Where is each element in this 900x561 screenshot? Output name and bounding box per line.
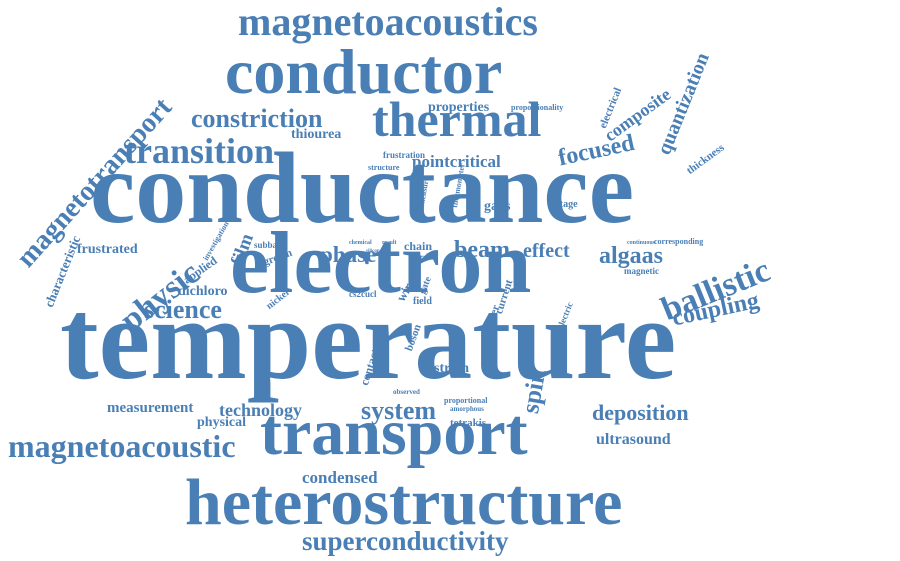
word-condensed: condensed bbox=[302, 468, 378, 487]
word-amorphous: amorphous bbox=[450, 405, 484, 413]
word-deposition: deposition bbox=[592, 400, 689, 425]
word-silicon: silicon bbox=[366, 249, 380, 254]
word-result: result bbox=[382, 240, 397, 246]
word-thiourea: thiourea bbox=[291, 127, 342, 142]
word-continuous: continuous bbox=[627, 240, 656, 246]
word-structure: structure bbox=[368, 163, 400, 172]
word-frustration: frustration bbox=[383, 150, 425, 160]
word-constriction: constriction bbox=[191, 104, 323, 133]
word-phase: phase bbox=[320, 242, 377, 267]
word-magnetoacoustics: magnetoacoustics bbox=[238, 0, 538, 44]
word-dichloro: dichloro bbox=[178, 284, 228, 299]
word-spin: spin bbox=[517, 367, 552, 416]
word-temperature: temperature bbox=[60, 276, 677, 404]
word-tetrakis: tetrakis bbox=[450, 417, 487, 429]
word-thermal: thermal bbox=[372, 91, 542, 147]
word-chemical: chemical bbox=[349, 240, 372, 246]
word-chain: chain bbox=[404, 239, 433, 253]
word-magnetoacoustic: magnetoacoustic bbox=[8, 428, 236, 464]
word-magnetic: magnetic bbox=[624, 266, 659, 276]
word-effect: effect bbox=[523, 240, 570, 262]
word-heterostructure: heterostructure bbox=[185, 466, 623, 539]
word-corresponding: corresponding bbox=[654, 237, 704, 246]
word-algaas: algaas bbox=[599, 243, 664, 269]
word-voltage: voltage bbox=[547, 199, 578, 210]
word-pointcritical: pointcritical bbox=[412, 152, 501, 171]
word-gaas: gaas bbox=[484, 199, 511, 214]
word-strain: strain bbox=[434, 361, 469, 376]
word-science: science bbox=[144, 295, 222, 324]
word-transition: transition bbox=[124, 131, 275, 171]
word-thickness: thickness bbox=[684, 141, 727, 177]
word-field: field bbox=[413, 296, 432, 307]
word-transport: transport bbox=[260, 396, 528, 469]
word-electron: electron bbox=[230, 215, 532, 312]
word-frustrated: frustrated bbox=[77, 242, 138, 257]
word-properties: properties bbox=[428, 100, 490, 115]
word-hard: hard bbox=[410, 252, 429, 262]
word-proportionality: proportionality bbox=[511, 103, 564, 112]
word-subband: subband bbox=[254, 240, 288, 250]
word-ultrasound: ultrasound bbox=[596, 431, 671, 448]
word-cs2cucl: cs2cucl bbox=[349, 289, 377, 299]
word-observed: observed bbox=[393, 388, 420, 396]
word-conductance: conductance bbox=[90, 132, 634, 245]
word-system: system bbox=[361, 396, 437, 425]
word-superconductivity: superconductivity bbox=[302, 526, 509, 556]
word-technology: technology bbox=[219, 400, 302, 420]
word-conductor: conductor bbox=[225, 36, 503, 107]
word-measurement: measurement bbox=[107, 400, 194, 416]
word-physical: physical bbox=[197, 415, 247, 430]
word-proportional: proportional bbox=[444, 396, 488, 405]
word-beam: beam bbox=[454, 237, 510, 263]
